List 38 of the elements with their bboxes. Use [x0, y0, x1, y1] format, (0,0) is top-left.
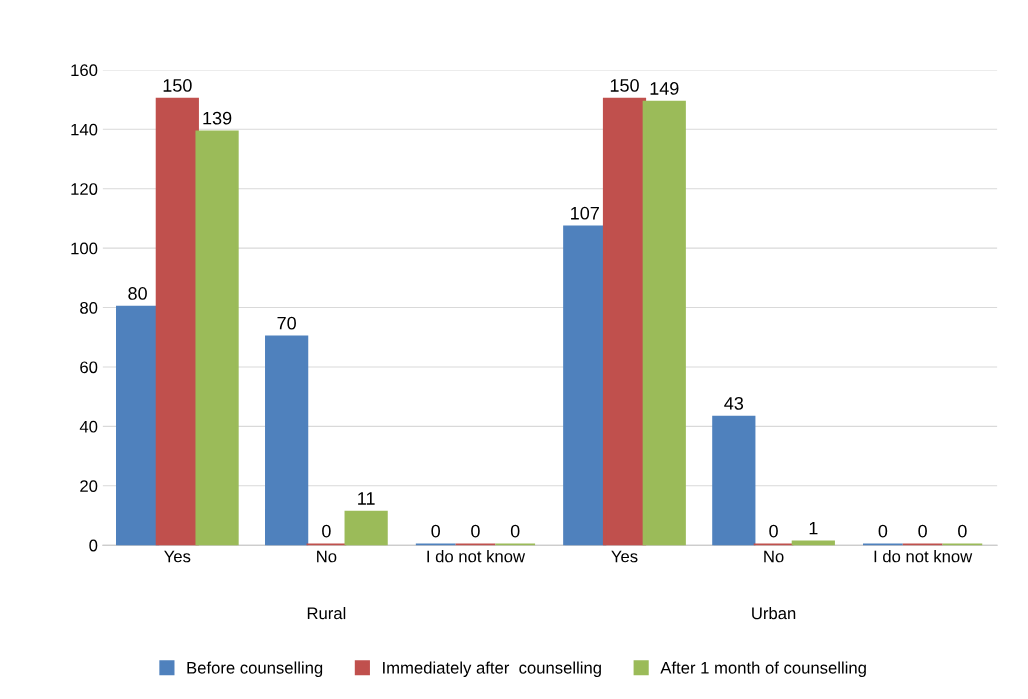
data-label: 0	[431, 524, 441, 538]
data-label: 0	[958, 524, 967, 538]
data-label: 107	[571, 206, 599, 220]
y-tick-label: 60	[80, 361, 98, 374]
x-tick-label: No	[317, 550, 337, 563]
data-label: 139	[203, 111, 232, 125]
y-tick-label: 140	[71, 123, 98, 136]
data-label: 0	[878, 524, 888, 538]
y-tick-label: 20	[80, 480, 98, 493]
x-tick-label: I do not know	[427, 550, 526, 563]
y-tick-label: 40	[79, 420, 98, 433]
data-label: 1	[809, 521, 818, 535]
x-tick-label: Yes	[611, 550, 638, 563]
legend-label: After 1 month of counselling	[660, 661, 866, 678]
x-tick-label: I do not know	[874, 550, 973, 563]
text: Rural	[307, 607, 346, 620]
y-tick-label: 160	[71, 64, 98, 77]
data-label: 11	[358, 492, 375, 505]
data-label: 43	[724, 396, 744, 410]
data-label: 70	[277, 316, 296, 330]
data-label: 150	[163, 79, 192, 92]
legend-label: Before counselling	[187, 661, 323, 678]
y-tick-label: 120	[71, 183, 98, 195]
data-label: 80	[128, 287, 147, 300]
data-label: 0	[322, 524, 331, 538]
y-tick-label: 80	[80, 301, 98, 314]
y-tick-label: 0	[89, 539, 98, 552]
y-tick-label: 100	[71, 242, 98, 255]
data-label: 0	[510, 524, 520, 538]
legend-label: Immediately after counselling	[383, 661, 601, 678]
data-label: 150	[610, 79, 639, 92]
data-label: 0	[769, 524, 778, 538]
data-label: 149	[650, 82, 679, 95]
data-label: 0	[471, 524, 480, 538]
text: Urban	[752, 607, 796, 620]
x-tick-label: Yes	[164, 550, 191, 563]
x-tick-label: No	[764, 550, 784, 563]
data-label: 0	[918, 524, 927, 538]
